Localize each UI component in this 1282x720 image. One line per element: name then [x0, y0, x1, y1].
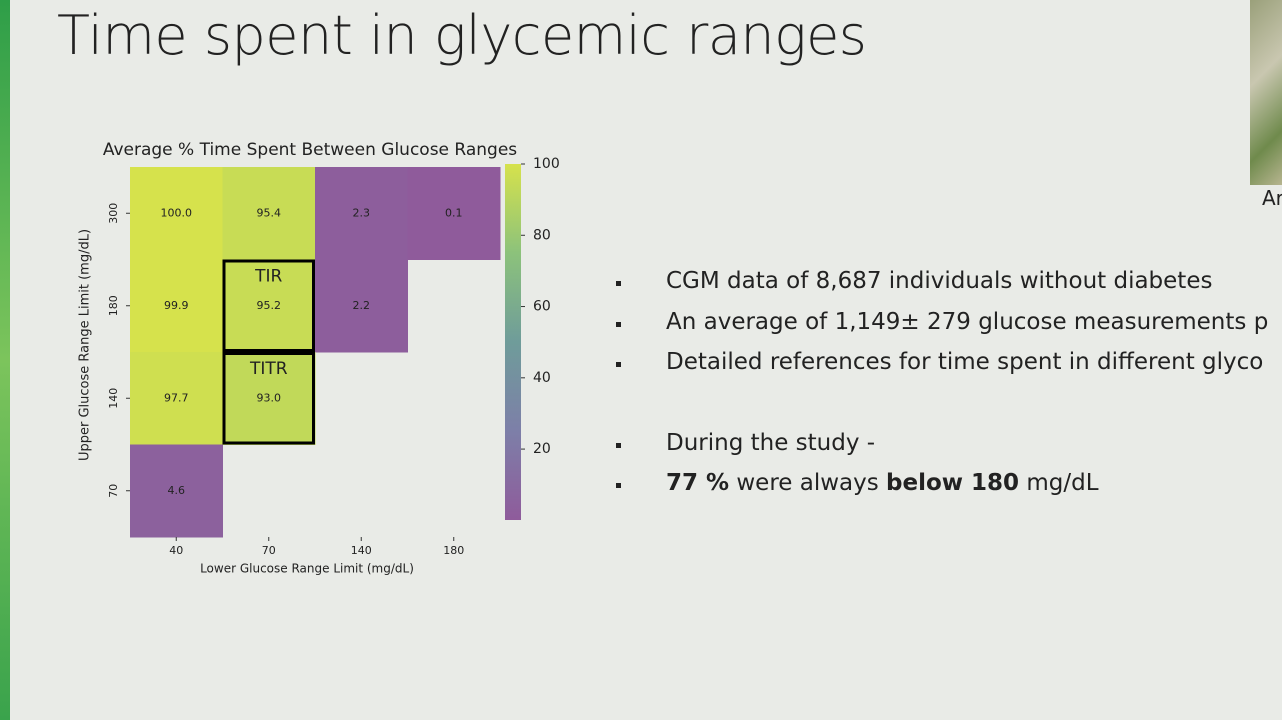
bullet-list: CGM data of 8,687 individuals without di… — [610, 262, 1282, 545]
y-tick-label: 180 — [107, 295, 120, 316]
heatmap-cell — [130, 444, 223, 538]
colorbar-tick-label: 40 — [533, 370, 551, 386]
colorbar — [505, 164, 521, 520]
heatmap-cell — [130, 167, 223, 260]
heatmap-cell — [222, 259, 316, 353]
cell-label: 100.0 — [161, 206, 193, 219]
annotation-label: TIR — [254, 267, 282, 287]
heatmap-cell — [407, 167, 501, 260]
slide-title: Time spent in glycemic ranges — [57, 4, 867, 67]
heatmap-cell — [222, 352, 316, 445]
bullet: During the study - — [610, 424, 1282, 465]
x-axis-title: Lower Glucose Range Limit (mg/dL) — [200, 562, 414, 576]
colorbar-tick-label: 20 — [533, 441, 551, 457]
cell-label: 0.1 — [445, 206, 463, 219]
colorbar-tick-label: 80 — [533, 227, 551, 243]
x-tick-label: 70 — [262, 544, 276, 557]
bullet: 77 % were always below 180 mg/dL — [610, 464, 1282, 505]
x-tick-label: 180 — [443, 544, 464, 557]
y-tick-label: 70 — [107, 484, 120, 498]
bullet-text: During the study - — [666, 429, 876, 456]
bullet-text: were always — [729, 470, 887, 496]
cell-label: 2.3 — [353, 206, 371, 219]
bullet-text: mg/dL — [1019, 470, 1099, 496]
bullet-group: CGM data of 8,687 individuals without di… — [610, 262, 1282, 384]
cell-label: 2.2 — [353, 299, 371, 312]
cell-label: 4.6 — [168, 484, 186, 497]
y-axis-title: Upper Glucose Range Limit (mg/dL) — [78, 229, 93, 461]
x-tick-label: 40 — [169, 544, 183, 557]
annotation-box — [222, 259, 315, 352]
bullet-text: 77 % — [666, 470, 730, 496]
cell-label: 95.2 — [257, 299, 282, 312]
colorbar-tick-label: 60 — [533, 299, 551, 315]
cell-label: 97.7 — [164, 391, 189, 404]
colorbar-tick-label: 100 — [533, 156, 560, 172]
bullet: CGM data of 8,687 individuals without di… — [610, 262, 1282, 303]
webcam-label: Ar — [1262, 186, 1282, 210]
bullet-text: An average of 1,149± 279 glucose measure… — [666, 308, 1269, 335]
y-tick-label: 140 — [107, 388, 120, 409]
bullet-text: Detailed references for time spent in di… — [666, 349, 1264, 375]
chart-title: Average % Time Spent Between Glucose Ran… — [103, 140, 517, 160]
cell-label: 93.0 — [257, 391, 282, 404]
heatmap-cell — [130, 259, 223, 353]
heatmap-cell — [315, 167, 408, 260]
bullet: Detailed references for time spent in di… — [610, 343, 1282, 384]
webcam-thumbnail — [1250, 0, 1282, 185]
y-tick-label: 300 — [107, 203, 120, 224]
cell-label: 95.4 — [257, 206, 282, 219]
heatmap-cell — [130, 352, 223, 445]
x-tick-label: 140 — [351, 544, 372, 557]
bullet-text: below 180 — [886, 470, 1020, 496]
heatmap-chart: Average % Time Spent Between Glucose Ran… — [78, 140, 560, 576]
annotation-box — [222, 352, 315, 445]
accent-strip — [0, 0, 10, 720]
cell-label: 99.9 — [164, 299, 189, 312]
heatmap-cell — [222, 167, 316, 260]
bullet-group: During the study - 77 % were always below… — [610, 424, 1282, 505]
annotation-label: TITR — [249, 359, 288, 379]
bullet-text: CGM data of 8,687 individuals without di… — [666, 268, 1213, 294]
bullet: An average of 1,149± 279 glucose measure… — [610, 303, 1282, 344]
heatmap-cell — [315, 259, 408, 353]
